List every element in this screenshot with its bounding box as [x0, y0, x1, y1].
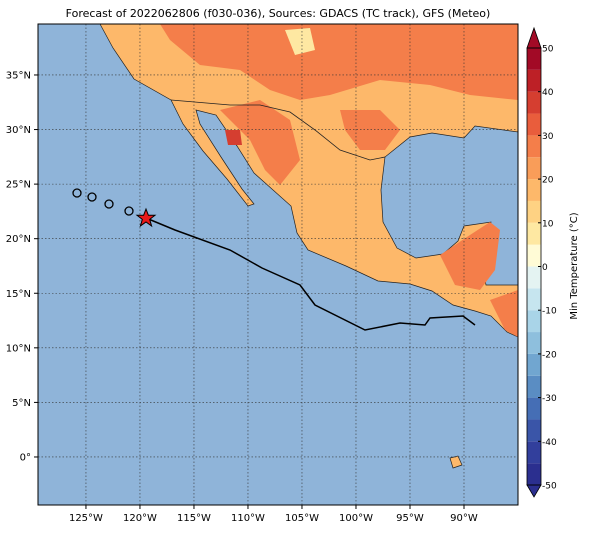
- colorbar-tick-label: -20: [542, 350, 557, 360]
- colorbar-bin: [527, 222, 541, 245]
- colorbar-bin: [527, 135, 541, 158]
- colorbar-tick-label: -10: [542, 307, 557, 317]
- colorbar-bin: [527, 332, 541, 354]
- land: [99, 23, 519, 469]
- graticule: [38, 24, 518, 505]
- colorbar-bin: [527, 179, 541, 201]
- track-point: [104, 199, 114, 209]
- y-tick-label: 10°N: [6, 343, 31, 354]
- track-point: [72, 188, 82, 198]
- y-tick-label: 15°N: [6, 289, 31, 300]
- x-tick-label: 125°W: [69, 513, 103, 524]
- y-tick-label: 25°N: [6, 180, 31, 191]
- colorbar-bin: [527, 288, 541, 311]
- colorbar-bin: [527, 463, 541, 485]
- y-tick-label: 35°N: [6, 70, 31, 81]
- x-tick-label: 90°W: [450, 513, 478, 524]
- track-point: [124, 206, 134, 216]
- colorbar-tick-label: 50: [542, 45, 554, 55]
- colorbar-bin: [527, 244, 541, 267]
- colorbar-bin: [527, 266, 541, 289]
- x-tick-label: 100°W: [339, 513, 373, 524]
- colorbar-tick-label: -30: [542, 394, 557, 404]
- colorbar: -50 -40 -30 -20 -10 0 10 20 30 40 50: [526, 26, 557, 498]
- storm-position: [135, 207, 157, 228]
- x-tick-label: 95°W: [396, 513, 424, 524]
- x-tick-label: 115°W: [177, 513, 211, 524]
- colorbar-bin: [527, 157, 541, 180]
- colorbar-extend: [526, 484, 542, 498]
- colorbar-bin: [527, 113, 541, 136]
- track-line: [145, 217, 476, 331]
- track-point: [87, 192, 97, 202]
- colorbar-bin: [527, 397, 541, 420]
- colorbar-tick-label: 40: [542, 88, 554, 98]
- colorbar-bin: [527, 48, 541, 70]
- colorbar-tick-label: -50: [542, 482, 557, 492]
- y-tick-label: 0°: [20, 452, 31, 463]
- y-tick-label: 5°N: [12, 398, 31, 409]
- map-title: Forecast of 2022062806 (f030-036), Sourc…: [66, 7, 491, 20]
- x-tick-label: 120°W: [123, 513, 157, 524]
- colorbar-tick-label: 20: [542, 176, 554, 186]
- colorbar-extend: [526, 26, 542, 49]
- colorbar-bin: [527, 353, 541, 376]
- colorbar-bin: [527, 200, 541, 223]
- y-tick-label: 20°N: [6, 234, 31, 245]
- colorbar-bin: [527, 419, 541, 442]
- colorbar-tick-label: 30: [542, 132, 554, 142]
- colorbar-label: Min Temperature (°C): [569, 212, 580, 319]
- colorbar-bin: [527, 91, 541, 114]
- colorbar-bin: [527, 441, 541, 464]
- colorbar-tick-label: 0: [542, 263, 548, 273]
- x-tick-label: 105°W: [285, 513, 319, 524]
- colorbar-bin: [527, 69, 541, 92]
- map-frame: [37, 23, 519, 506]
- x-tick-label: 110°W: [231, 513, 265, 524]
- colorbar-bin: [527, 310, 541, 333]
- colorbar-bin: [527, 375, 541, 398]
- y-tick-label: 30°N: [6, 125, 31, 136]
- storm-track: [72, 188, 476, 331]
- colorbar-tick-label: 10: [542, 219, 554, 229]
- colorbar-tick-label: -40: [542, 438, 557, 448]
